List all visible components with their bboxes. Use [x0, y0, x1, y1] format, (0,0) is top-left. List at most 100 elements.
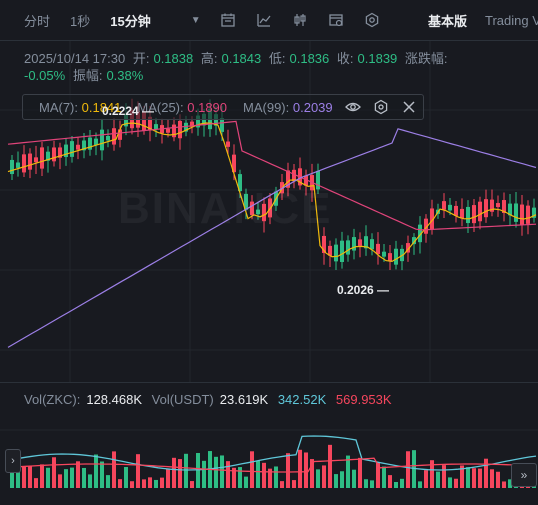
- candlestick-chart[interactable]: [0, 41, 538, 505]
- volume-bar: [286, 453, 290, 488]
- volume-bar: [88, 474, 92, 488]
- volume-bar: [178, 459, 182, 488]
- volume-bar: [148, 477, 152, 488]
- candle-body: [328, 245, 332, 256]
- volume-bar: [322, 465, 326, 488]
- candle-body: [112, 128, 116, 145]
- volume-bar: [334, 474, 338, 488]
- interval-dropdown-icon[interactable]: ▼: [190, 14, 201, 26]
- low-price-text: 0.2026: [337, 283, 374, 297]
- volume-bar: [382, 466, 386, 488]
- high-price-label: 0.2224 —: [102, 104, 155, 118]
- candle-body: [244, 193, 248, 210]
- volume-bar: [190, 481, 194, 488]
- candle-body: [106, 135, 110, 141]
- vol-usdt-label: Vol(USDT): [151, 392, 214, 407]
- high-value: 0.1843: [221, 51, 262, 66]
- volume-panel-divider: [0, 382, 538, 383]
- candle-body: [52, 147, 56, 162]
- candle-body: [238, 174, 242, 192]
- volume-bar: [160, 477, 164, 488]
- template-icon[interactable]: [327, 11, 345, 29]
- volume-bar: [256, 460, 260, 488]
- ma7-line: [7, 122, 537, 263]
- low-value: 0.1836: [289, 51, 330, 66]
- volume-bar: [136, 454, 140, 488]
- candle-body: [178, 120, 182, 139]
- volume-bar: [454, 478, 458, 488]
- candle-body: [184, 122, 188, 132]
- ma99-value: 0.2039: [292, 99, 333, 115]
- volume-bar: [412, 450, 416, 488]
- ma7-value: 0.1841: [81, 99, 122, 115]
- close-label: 收:: [336, 51, 354, 66]
- scroll-right-icon[interactable]: »: [511, 463, 537, 487]
- vol-usdt-value: 23.619K: [219, 392, 269, 407]
- candle-body: [466, 206, 470, 224]
- candle-body: [484, 199, 488, 218]
- candle-body: [46, 151, 50, 161]
- ohlc-datetime: 2025/10/14 17:30: [24, 51, 126, 66]
- candle-body: [154, 124, 158, 130]
- volume-bar: [448, 477, 452, 488]
- interval-timeline[interactable]: 分时: [24, 13, 51, 29]
- candle-body: [340, 240, 344, 263]
- volume-bar: [298, 449, 302, 488]
- candle-type-icon[interactable]: [291, 11, 309, 29]
- volume-bar: [40, 464, 44, 488]
- volume-bar: [154, 479, 158, 488]
- candle-body: [424, 218, 428, 234]
- volume-bar: [70, 467, 74, 488]
- candle-body: [286, 170, 290, 188]
- volume-bar: [370, 480, 374, 488]
- ma99-label: MA(99):: [243, 99, 290, 115]
- tradingview-tab[interactable]: Trading V: [485, 0, 538, 40]
- candle-body: [454, 205, 458, 216]
- candle-body: [412, 237, 416, 245]
- close-value: 0.1839: [357, 51, 398, 66]
- candle-body: [418, 224, 422, 243]
- candle-body: [94, 138, 98, 145]
- ma-settings-icon[interactable]: [373, 99, 389, 115]
- candle-body: [478, 201, 482, 222]
- volume-bar: [76, 461, 80, 488]
- basic-view-label: 基本版: [428, 13, 468, 29]
- volume-bar: [328, 444, 332, 488]
- vol-ma-b-value: 569.953K: [335, 392, 392, 407]
- candle-body: [352, 237, 356, 251]
- candle-body: [406, 243, 410, 253]
- expand-left-icon[interactable]: ›: [5, 449, 21, 473]
- change-label: 涨跌幅:: [404, 51, 448, 66]
- ma25-entry: MA(25): 0.1890: [137, 100, 227, 115]
- volume-bar: [466, 467, 470, 488]
- basic-view-tab[interactable]: 基本版: [428, 0, 467, 40]
- volume-bar: [472, 468, 476, 488]
- volume-bar: [52, 457, 56, 488]
- interval-15m[interactable]: 15分钟: [110, 13, 151, 29]
- volume-bar: [142, 479, 146, 488]
- candle-body: [124, 114, 128, 127]
- volume-bar: [346, 455, 350, 488]
- candle-body: [250, 201, 254, 216]
- volume-bar: [406, 451, 410, 488]
- candle-body: [166, 128, 170, 133]
- ma99-entry: MA(99): 0.2039: [243, 100, 333, 115]
- candle-body: [16, 162, 20, 168]
- volume-bar: [352, 469, 356, 488]
- volume-bar: [82, 467, 86, 488]
- candle-body: [526, 205, 530, 224]
- volume-bar: [232, 467, 236, 488]
- interval-1s[interactable]: 1秒: [70, 13, 91, 29]
- candle-body: [394, 248, 398, 265]
- close-icon[interactable]: [401, 99, 417, 115]
- volume-bar: [28, 466, 32, 488]
- settings-icon[interactable]: [363, 11, 381, 29]
- candle-body: [40, 147, 44, 169]
- volume-ma-b-line: [7, 457, 537, 473]
- volume-bar: [358, 457, 362, 488]
- volume-bar: [34, 478, 38, 488]
- calendar-icon[interactable]: [219, 11, 237, 29]
- eye-icon[interactable]: [344, 99, 361, 115]
- volume-bars: [10, 444, 536, 488]
- indicator-icon[interactable]: [255, 11, 273, 29]
